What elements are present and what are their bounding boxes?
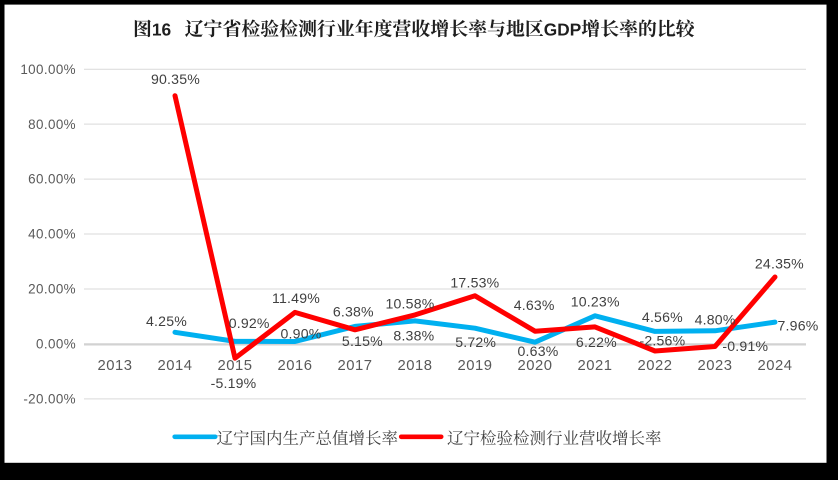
- svg-text:2019: 2019: [458, 358, 493, 374]
- svg-text:2018: 2018: [398, 358, 433, 374]
- svg-text:-20.00%: -20.00%: [23, 392, 76, 407]
- svg-text:4.80%: 4.80%: [695, 312, 736, 328]
- svg-text:0.92%: 0.92%: [229, 315, 270, 331]
- svg-text:10.23%: 10.23%: [571, 294, 620, 310]
- svg-text:4.63%: 4.63%: [514, 297, 555, 313]
- svg-text:4.25%: 4.25%: [146, 313, 187, 329]
- svg-text:11.49%: 11.49%: [272, 290, 320, 306]
- svg-text:2024: 2024: [758, 358, 793, 374]
- svg-text:6.38%: 6.38%: [333, 304, 374, 320]
- svg-text:40.00%: 40.00%: [28, 227, 76, 242]
- svg-text:2023: 2023: [698, 358, 733, 374]
- svg-text:24.35%: 24.35%: [755, 256, 804, 272]
- svg-text:-2.56%: -2.56%: [639, 333, 685, 349]
- svg-text:0.63%: 0.63%: [518, 343, 559, 359]
- svg-text:90.35%: 90.35%: [151, 71, 200, 87]
- svg-text:100.00%: 100.00%: [20, 62, 76, 77]
- svg-text:2015: 2015: [218, 358, 253, 374]
- svg-text:2020: 2020: [518, 358, 553, 374]
- svg-text:4.56%: 4.56%: [642, 309, 683, 325]
- svg-text:5.72%: 5.72%: [455, 334, 496, 350]
- svg-text:80.00%: 80.00%: [28, 117, 76, 132]
- svg-text:-5.19%: -5.19%: [211, 375, 257, 391]
- svg-text:2017: 2017: [338, 358, 373, 374]
- svg-text:6.22%: 6.22%: [576, 334, 617, 350]
- svg-text:2016: 2016: [278, 358, 313, 374]
- svg-text:0.90%: 0.90%: [281, 326, 322, 342]
- svg-text:8.38%: 8.38%: [393, 328, 434, 344]
- svg-text:-0.91%: -0.91%: [722, 338, 768, 354]
- svg-text:2021: 2021: [578, 358, 613, 374]
- svg-text:0.00%: 0.00%: [36, 337, 76, 352]
- svg-text:20.00%: 20.00%: [28, 282, 76, 297]
- svg-text:2013: 2013: [98, 358, 133, 374]
- svg-text:60.00%: 60.00%: [28, 172, 76, 187]
- svg-text:2022: 2022: [638, 358, 673, 374]
- svg-text:5.15%: 5.15%: [342, 333, 383, 349]
- svg-text:2014: 2014: [158, 358, 193, 374]
- svg-text:17.53%: 17.53%: [450, 275, 499, 291]
- svg-text:10.58%: 10.58%: [385, 296, 434, 312]
- svg-text:7.96%: 7.96%: [778, 318, 819, 334]
